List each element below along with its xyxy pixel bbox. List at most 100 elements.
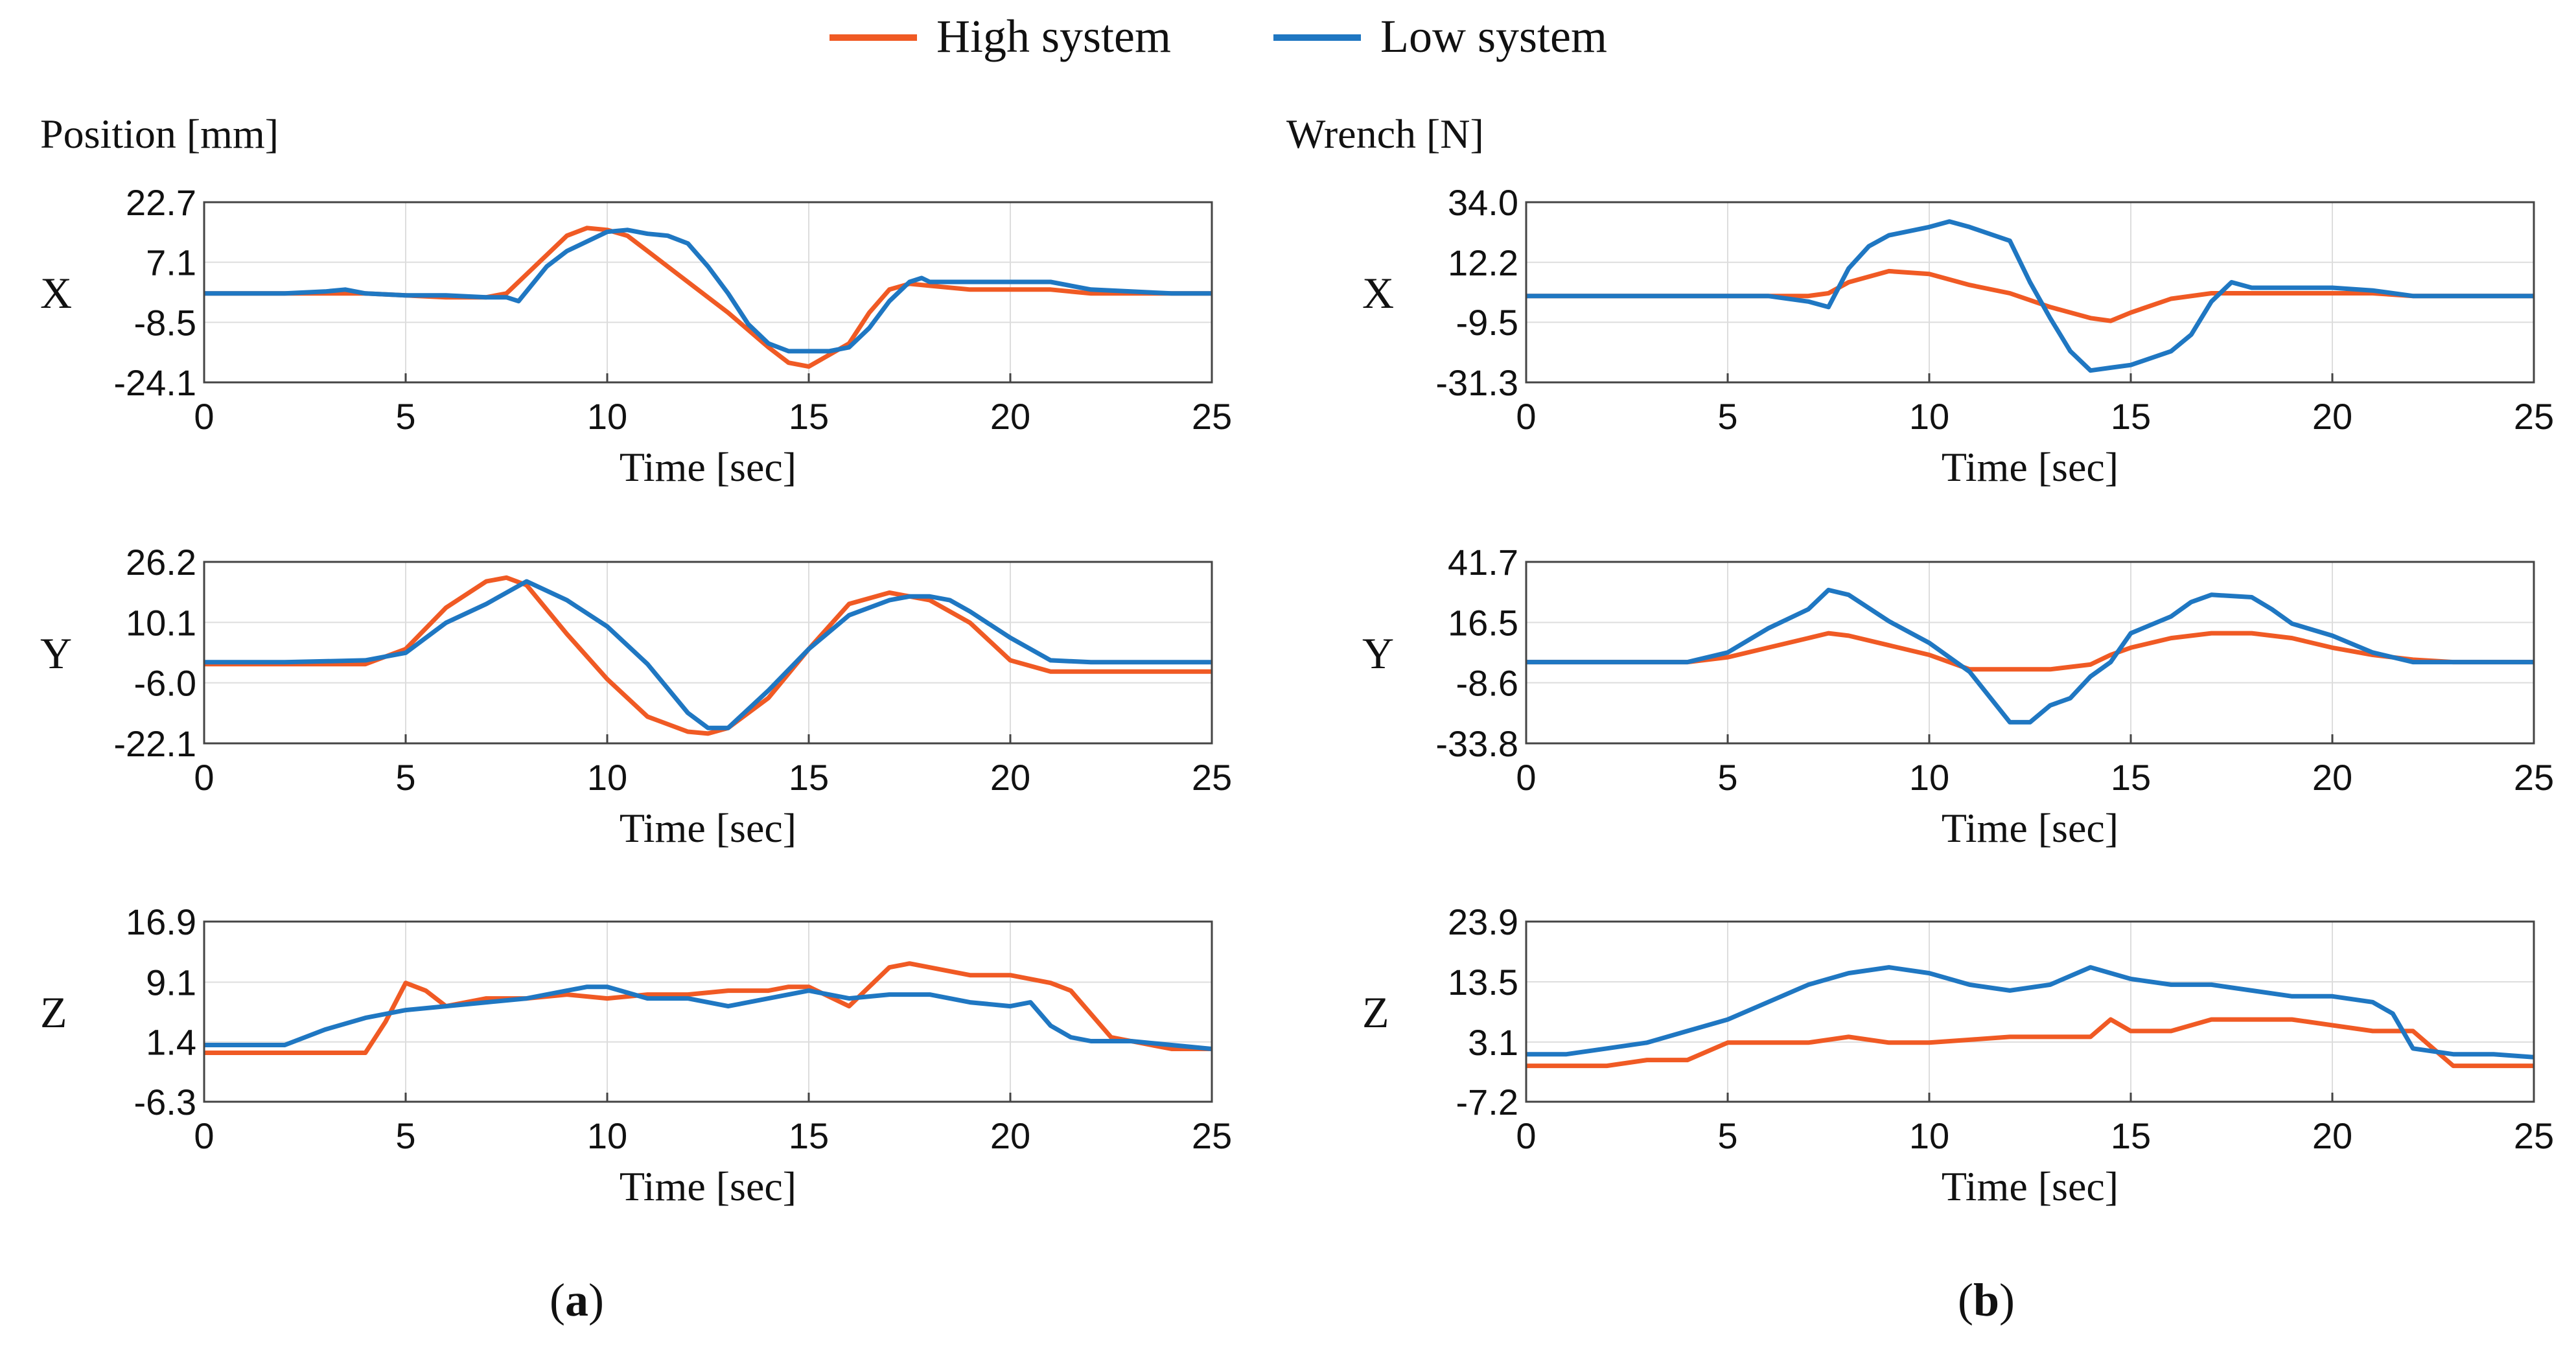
subplots: 0 5 10 15 20 25 22.7 7.1 -8.5 -24.1 Time [sec] X 0 5 1… [40,182,2554,1209]
plot-a-z-series-low [204,984,1212,1051]
plot-b-y-series-low [1526,587,2534,725]
plot-b-x-ytick-label-0: 34.0 [1448,182,1518,223]
plot-b-z-xtick-label-2: 10 [1909,1115,1949,1156]
legend-label-low: Low system [1380,10,1607,62]
plot-a-y-series-low [204,579,1212,730]
plot-b-x-xlabel: Time [sec] [1942,444,2118,490]
plot-a-y-xtick-label-2: 10 [587,757,627,798]
plot-b-y-row-label: Y [1362,629,1394,678]
plot-b-z-xlabel: Time [sec] [1942,1163,2118,1209]
plot-b-x-series-low [1526,219,2534,373]
plot-a-y-xtick-label-5: 25 [1192,757,1232,798]
plot-a-y-ytick-label-2: -6.0 [134,663,197,704]
panel-b-header: Wrench [N] [1286,111,1484,157]
plot-a-y-xlabel: Time [sec] [620,805,796,851]
plot-a-x-xtick-label-1: 5 [395,396,415,437]
plot-b-x-xtick-label-1: 5 [1717,396,1737,437]
panel-a-header: Position [mm] [40,111,279,157]
plot-a-y: 0 5 10 15 20 25 26.2 10.1 -6.0 -22.1 Time [sec] Y [40,542,1232,851]
plot-b-x-row-label: X [1362,268,1394,318]
plot-b-z-ytick-label-3: -7.2 [1456,1082,1519,1122]
plot-b-x-xtick-label-3: 15 [2111,396,2151,437]
plot-b-z-ytick-label-1: 13.5 [1448,962,1518,1003]
plot-a-z-ytick-label-2: 1.4 [146,1022,196,1063]
plot-a-y-ytick-label-0: 26.2 [126,542,196,583]
plot-b-y-series-high [1526,631,2534,672]
plot-b-z-xtick-label-1: 5 [1717,1115,1737,1156]
plot-b-y-ytick-label-2: -8.6 [1456,663,1519,704]
plot-b-z-xtick-label-0: 0 [1516,1115,1536,1156]
plot-b-y-xtick-label-0: 0 [1516,757,1536,798]
plot-b-z-row-label: Z [1362,988,1389,1037]
plot-b-x-ytick-label-1: 12.2 [1448,242,1518,283]
plot-a-x-axes-frame [203,201,1213,384]
plot-a-z-xlabel: Time [sec] [620,1163,796,1209]
plot-a-y-series-high [204,575,1212,736]
plot-b-y-xtick-label-4: 20 [2312,757,2352,798]
plot-a-x: 0 5 10 15 20 25 22.7 7.1 -8.5 -24.1 Time [sec] X [40,182,1232,490]
plot-a-x-row-label: X [40,268,72,318]
plot-b-y-ytick-label-3: -33.8 [1435,723,1518,764]
plot-a-z-xtick-label-4: 20 [990,1115,1030,1156]
plot-b-z-ytick-label-2: 3.1 [1468,1022,1518,1063]
plot-b-z-background [1526,922,2534,1102]
plot-a-x-xtick-label-5: 25 [1192,396,1232,437]
plot-a-z-xtick-label-0: 0 [194,1115,214,1156]
plot-a-x-ytick-label-2: -8.5 [134,302,197,343]
caption-b-letter: b [1973,1274,1999,1326]
plot-a-x-xtick-label-0: 0 [194,396,214,437]
plot-b-x-ytick-label-2: -9.5 [1456,302,1519,343]
caption-b: (b) [1958,1274,2015,1326]
plot-b-x-axes-frame [1525,201,2535,384]
plot-b-y-xtick-label-1: 5 [1717,757,1737,798]
plot-b-z-xtick-label-3: 15 [2111,1115,2151,1156]
plot-a-z-row-label: Z [40,988,67,1037]
plot-a-y-background [204,562,1212,743]
plot-a-x-ytick-label-0: 22.7 [126,182,196,223]
plot-a-z-background [204,922,1212,1102]
plot-b-y-ytick-label-0: 41.7 [1448,542,1518,583]
plot-b-z-series-high [1526,1017,2534,1069]
plot-a-x-ytick-label-1: 7.1 [146,242,196,283]
plot-b-x-series-high [1526,268,2534,323]
plot-a-x-xtick-label-2: 10 [587,396,627,437]
plot-b-x-xtick-label-5: 25 [2514,396,2554,437]
plot-a-y-ytick-label-3: -22.1 [113,723,196,764]
plot-b-x-xtick-label-0: 0 [1516,396,1536,437]
plot-a-x-xtick-label-4: 20 [990,396,1030,437]
plot-b-y-xtick-label-3: 15 [2111,757,2151,798]
plot-a-y-xtick-label-4: 20 [990,757,1030,798]
plot-a-y-axes-frame [203,561,1213,745]
plot-b-x-xtick-label-4: 20 [2312,396,2352,437]
legend-label-high: High system [936,10,1171,62]
plot-b-z-series-low [1526,965,2534,1060]
plot-b-y-axes-frame [1525,561,2535,745]
caption-a-letter: a [565,1274,588,1326]
plot-a-z-axes-frame [203,920,1213,1103]
plot-a-x-ytick-label-3: -24.1 [113,362,196,403]
plot-b-z-xtick-label-4: 20 [2312,1115,2352,1156]
plot-b-y-xlabel: Time [sec] [1942,805,2118,851]
plot-b-z-ytick-label-0: 23.9 [1448,901,1518,942]
legend: High system Low system [830,10,1607,62]
plot-a-y-xtick-label-3: 15 [789,757,829,798]
plot-b-y-ytick-label-1: 16.5 [1448,602,1518,643]
plot-a-z-ytick-label-3: -6.3 [134,1082,197,1122]
plot-a-z: 0 5 10 15 20 25 16.9 9.1 1.4 -6.3 Time [sec] Z [40,901,1232,1209]
plot-a-z-ytick-label-0: 16.9 [126,901,196,942]
plot-b-x-ytick-label-3: -31.3 [1435,362,1518,403]
plot-a-y-xtick-label-1: 5 [395,757,415,798]
plot-a-x-xtick-label-3: 15 [789,396,829,437]
plot-a-x-series-low [204,227,1212,354]
plot-b-x: 0 5 10 15 20 25 34.0 12.2 -9.5 -31.3 Time [sec] X [1362,182,2554,490]
plot-a-y-ytick-label-1: 10.1 [126,602,196,643]
plot-a-z-ytick-label-1: 9.1 [146,962,196,1003]
plot-b-y: 0 5 10 15 20 25 41.7 16.5 -8.6 -33.8 Time [sec] Y [1362,542,2554,851]
plot-a-z-xtick-label-1: 5 [395,1115,415,1156]
plot-a-z-xtick-label-2: 10 [587,1115,627,1156]
plot-b-y-xtick-label-2: 10 [1909,757,1949,798]
plot-a-z-xtick-label-5: 25 [1192,1115,1232,1156]
plot-b-z-xtick-label-5: 25 [2514,1115,2554,1156]
plot-a-z-xtick-label-3: 15 [789,1115,829,1156]
